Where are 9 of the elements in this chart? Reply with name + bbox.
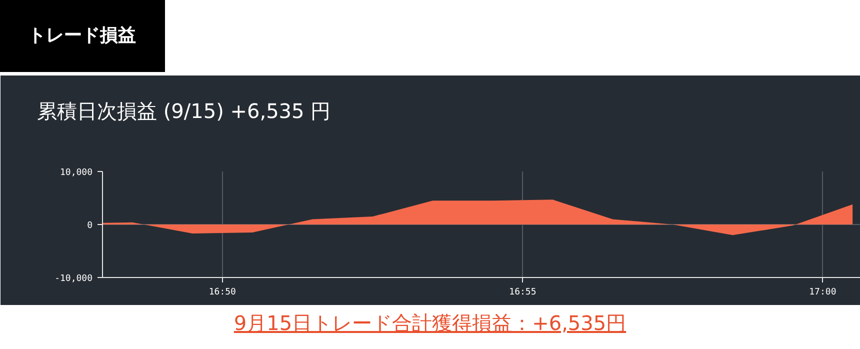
- x-tick-label: 16:55: [509, 288, 536, 298]
- y-tick-label: 10,000: [60, 168, 93, 178]
- chart-title: トレード損益: [0, 0, 165, 72]
- y-tick-label: -10,000: [54, 274, 93, 284]
- x-tick-label: 17:00: [809, 288, 836, 298]
- x-tick-label: 16:50: [208, 288, 236, 298]
- text: 9月15日トレード合計獲得損益：+6,535円: [232, 310, 628, 337]
- y-tick-label: 0: [87, 221, 93, 231]
- chart-subtitle: 累積日次損益 (9/15) +6,535 円: [36, 98, 331, 125]
